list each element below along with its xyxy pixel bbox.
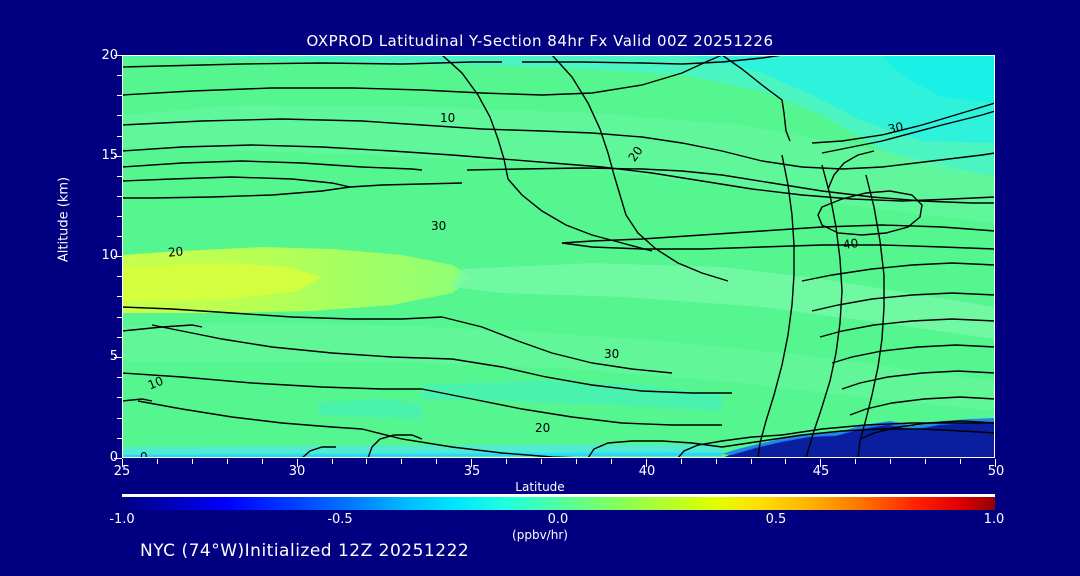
x-tick-label: 50 (987, 464, 1005, 479)
x-tick-label: 40 (638, 464, 656, 479)
contour-label: 20 (535, 421, 551, 435)
y-minor-tick (117, 176, 122, 177)
x-minor-tick (785, 459, 787, 464)
colorbar-unit-label: (ppbv/hr) (512, 528, 568, 542)
x-minor-tick (156, 459, 158, 464)
x-minor-tick (575, 459, 577, 464)
x-major-tick (645, 459, 647, 467)
contour-label: 0 (140, 450, 148, 458)
x-minor-tick (610, 459, 612, 464)
footer-caption: NYC (74°W)Initialized 12Z 20251222 (140, 541, 470, 561)
y-major-tick (114, 55, 122, 56)
x-minor-tick (541, 459, 543, 464)
x-tick-label: 30 (288, 464, 306, 479)
colorbar-tick-label: -1.0 (109, 512, 135, 527)
colorbar-tick-label: -0.5 (327, 512, 353, 527)
chart-title: OXPROD Latitudinal Y-Section 84hr Fx Val… (306, 32, 774, 50)
y-minor-tick (117, 136, 122, 137)
x-minor-tick (925, 459, 927, 464)
colorbar-gradient (122, 497, 995, 510)
x-major-tick (995, 459, 996, 467)
y-tick-label: 10 (101, 248, 118, 263)
plot-area: 10 20 30 20 30 40 30 10 20 0 10 (122, 55, 995, 458)
x-tick-label: 35 (463, 464, 481, 479)
x-minor-tick (750, 459, 752, 464)
x-minor-tick (506, 459, 508, 464)
y-major-tick (114, 256, 122, 257)
y-minor-tick (117, 216, 122, 217)
y-minor-tick (117, 418, 122, 419)
y-minor-tick (117, 377, 122, 378)
shaded-field (122, 55, 995, 458)
y-minor-tick (117, 438, 122, 439)
contour-label: 20 (167, 244, 184, 260)
x-tick-label: 45 (812, 464, 830, 479)
x-tick-label: 25 (113, 464, 131, 479)
y-minor-tick (117, 317, 122, 318)
y-minor-tick (117, 236, 122, 237)
x-minor-tick (191, 459, 193, 464)
y-minor-tick (117, 196, 122, 197)
colorbar-top-rule (122, 494, 995, 497)
y-tick-label: 0 (78, 450, 118, 465)
y-minor-tick (117, 276, 122, 277)
x-minor-tick (960, 459, 962, 464)
contour-lines (122, 55, 995, 458)
y-tick-label: 20 (101, 48, 118, 63)
y-minor-tick (117, 115, 122, 116)
x-minor-tick (436, 459, 438, 464)
colorbar-tick-label: 0.5 (765, 512, 787, 527)
x-major-tick (122, 459, 123, 467)
x-minor-tick (226, 459, 228, 464)
y-minor-tick (117, 397, 122, 398)
contour-label: 10 (440, 111, 456, 125)
contour-label: 30 (604, 347, 620, 361)
x-axis-title: Latitude (515, 480, 565, 494)
y-tick-label: 15 (101, 148, 118, 163)
x-major-tick (820, 459, 822, 467)
y-minor-tick (117, 95, 122, 96)
x-minor-tick (401, 459, 403, 464)
y-minor-tick (117, 296, 122, 297)
x-minor-tick (715, 459, 717, 464)
y-major-tick (114, 156, 122, 157)
y-major-tick (114, 357, 122, 358)
y-tick-label: 5 (78, 349, 118, 364)
y-axis-title: Altitude (km) (56, 176, 72, 263)
x-minor-tick (680, 459, 682, 464)
contour-label: 40 (842, 236, 860, 252)
x-minor-tick (855, 459, 857, 464)
x-minor-tick (890, 459, 892, 464)
x-major-tick (296, 459, 298, 467)
x-major-tick (471, 459, 473, 467)
y-minor-tick (117, 75, 122, 76)
colorbar-tick-label: 1.0 (983, 512, 1005, 527)
x-minor-tick (261, 459, 263, 464)
y-minor-tick (117, 337, 122, 338)
x-minor-tick (331, 459, 333, 464)
colorbar-tick-label: 0.0 (547, 512, 569, 527)
contour-label: 30 (431, 219, 447, 233)
y-major-tick (114, 458, 122, 459)
x-minor-tick (366, 459, 368, 464)
